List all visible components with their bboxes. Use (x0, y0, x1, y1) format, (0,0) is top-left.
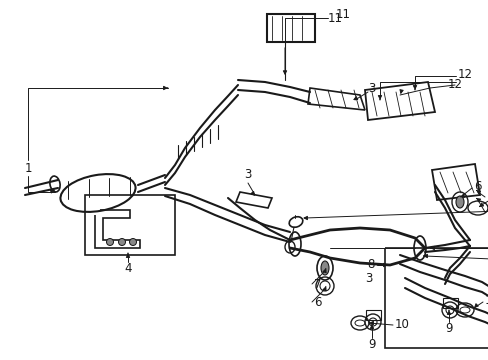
Text: 6: 6 (313, 296, 321, 309)
Text: 4: 4 (124, 261, 131, 274)
Text: 10: 10 (394, 319, 409, 332)
Text: 7: 7 (313, 278, 321, 291)
Text: 9: 9 (367, 338, 375, 351)
Bar (266, 14, 314, 42)
Text: 13: 13 (486, 189, 488, 202)
Bar (384, 248, 488, 348)
Bar (85, 195, 175, 255)
Text: 8: 8 (367, 258, 374, 271)
Text: 3: 3 (364, 272, 372, 285)
Bar (365, 310, 380, 320)
Text: 9: 9 (445, 321, 452, 334)
Text: 1: 1 (24, 162, 32, 175)
Text: 12: 12 (447, 78, 462, 91)
Circle shape (118, 238, 125, 246)
Text: 3: 3 (244, 168, 251, 181)
Text: 6: 6 (473, 180, 481, 193)
Ellipse shape (455, 196, 463, 208)
Text: 12: 12 (457, 68, 472, 81)
Circle shape (106, 238, 113, 246)
Text: 10: 10 (484, 293, 488, 306)
Ellipse shape (320, 261, 328, 275)
Text: 11: 11 (335, 8, 350, 21)
Text: 13: 13 (486, 203, 488, 216)
Bar (442, 298, 457, 308)
Text: 3: 3 (367, 81, 375, 94)
Circle shape (129, 238, 136, 246)
Text: 11: 11 (327, 12, 342, 24)
